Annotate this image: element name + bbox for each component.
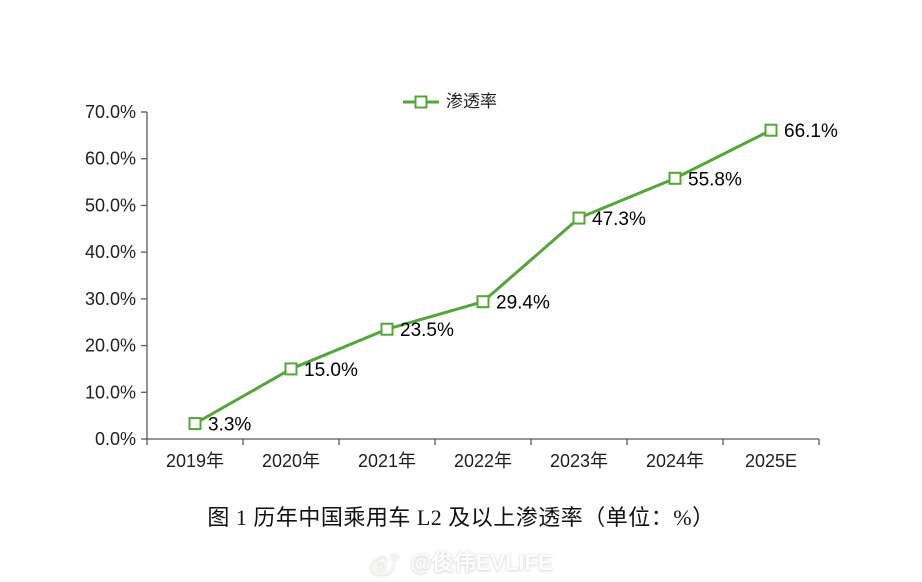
legend-label: 渗透率 [446,92,497,111]
data-point-label: 15.0% [304,360,358,381]
y-axis-tick-label: 70.0% [85,102,136,122]
data-point-label: 3.3% [208,415,251,436]
series-line [193,128,773,426]
x-axis-tick-label: 2019年 [166,451,224,471]
data-point-label: 55.8% [688,169,742,190]
data-point-label: 47.3% [592,209,646,230]
x-axis-tick-label: 2025E [745,451,797,471]
x-axis-tick-label: 2021年 [358,451,416,471]
data-point-marker [764,123,778,137]
x-axis-tick-label: 2023年 [550,451,608,471]
data-point-label: 66.1% [784,121,838,142]
data-point-label: 29.4% [496,293,550,314]
data-point-marker [188,417,202,431]
x-axis-tick-label: 2020年 [262,451,320,471]
y-axis-tick-label: 0.0% [95,429,136,449]
data-point-marker [380,322,394,336]
y-axis-tick-label: 50.0% [85,195,136,215]
data-point-marker [476,295,490,309]
chart-legend: 渗透率 [403,93,497,110]
data-point-marker [668,171,682,185]
y-axis-tick-label: 60.0% [85,149,136,169]
x-axis-tick-label: 2022年 [454,451,512,471]
y-axis-tick-label: 10.0% [85,382,136,402]
data-point-marker [572,211,586,225]
x-axis-tick-label: 2024年 [646,451,704,471]
y-axis-tick-label: 30.0% [85,289,136,309]
legend-square-marker [414,95,428,108]
legend-marker-icon [403,95,439,108]
chart-caption: 图 1 历年中国乘用车 L2 及以上渗透率（单位：%） [207,505,715,530]
y-axis-tick-label: 20.0% [85,336,136,356]
y-axis-tick-label: 40.0% [85,242,136,262]
data-point-label: 23.5% [400,320,454,341]
data-point-marker [284,362,298,376]
